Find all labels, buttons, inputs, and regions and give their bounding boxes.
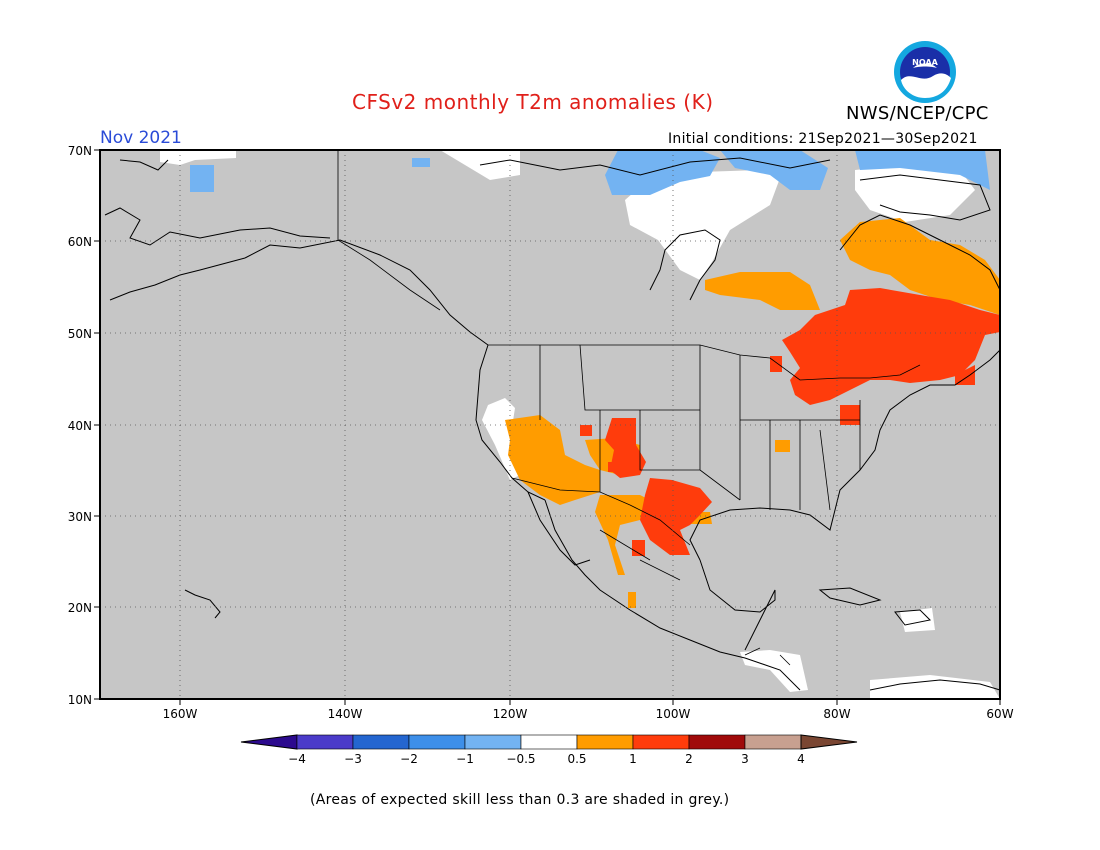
warm-region-quebec-labrador xyxy=(840,218,1000,315)
warm-region-appalachia xyxy=(840,405,860,425)
near-normal-region-arctic-west xyxy=(160,150,236,165)
lon-label-100w: 100W xyxy=(656,707,691,721)
near-normal-region-hudson xyxy=(625,170,780,280)
coastline-cuba xyxy=(818,587,882,606)
forecast-period: Nov 2021 xyxy=(100,128,182,148)
cool-region-arctic-1 xyxy=(412,158,430,167)
warm-region-ontario xyxy=(705,272,820,310)
lon-label-160w: 160W xyxy=(163,707,198,721)
coastline-gulf-alaska xyxy=(244,239,489,346)
boundary-states-central xyxy=(739,355,861,511)
coastline-greenland xyxy=(859,174,991,221)
boundary-us-mexico xyxy=(511,477,691,546)
near-normal-region-caribbean xyxy=(900,608,935,632)
coastline-hudson xyxy=(649,229,721,301)
cool-region-arctic-2 xyxy=(605,150,720,195)
lon-label-60w: 60W xyxy=(986,707,1013,721)
warm-region-baja xyxy=(628,592,636,608)
coastline-hispaniola xyxy=(894,609,932,626)
warm-region-mississippi xyxy=(775,440,790,452)
lat-label-20n: 20N xyxy=(68,601,92,615)
chart-title: CFSv2 monthly T2m anomalies (K) xyxy=(352,90,714,114)
boundary-us-canada xyxy=(488,344,921,381)
coastline-hawaii xyxy=(184,589,221,619)
noaa-logo-icon: NOAA xyxy=(894,41,956,103)
boundaries xyxy=(337,150,921,666)
lat-label-70n: 70N xyxy=(68,144,92,158)
warm-region-arizona xyxy=(608,462,618,472)
coastline-west xyxy=(475,344,546,501)
boundary-mexico-states xyxy=(599,529,681,581)
lat-label-40n: 40N xyxy=(68,419,92,433)
warm-region-great-lakes xyxy=(770,356,782,372)
agency-label: NWS/NCEP/CPC xyxy=(846,103,989,124)
gridlines xyxy=(100,150,1000,699)
lat-label-60n: 60N xyxy=(68,235,92,249)
warm-region-new-england xyxy=(955,365,975,385)
coastline-alaska-west xyxy=(104,207,331,246)
lon-label-120w: 120W xyxy=(493,707,528,721)
lat-label-50n: 50N xyxy=(68,327,92,341)
footnote: (Areas of expected skill less than 0.3 a… xyxy=(310,792,730,808)
svg-text:NOAA: NOAA xyxy=(912,58,938,67)
cool-region-arctic-3 xyxy=(720,150,828,190)
lon-label-140w: 140W xyxy=(328,707,363,721)
boundary-states-west xyxy=(539,344,741,501)
lon-label-80w: 80W xyxy=(823,707,850,721)
cool-region-alaska-north xyxy=(190,165,214,192)
lat-label-10n: 10N xyxy=(68,693,92,707)
lon-labels: 160W 140W 120W 100W 80W 60W xyxy=(163,707,1014,721)
boundary-central-america xyxy=(744,647,791,666)
coastline-baja-peninsula xyxy=(527,491,591,566)
lat-label-30n: 30N xyxy=(68,510,92,524)
lat-labels: 70N 60N 50N 40N 30N 20N 10N xyxy=(68,144,92,707)
boundary-alaska-canada xyxy=(337,150,441,311)
coastlines xyxy=(104,157,1001,691)
warm-region-colorado xyxy=(580,425,592,436)
warm-region-texas xyxy=(640,478,712,555)
tick-marks xyxy=(94,149,1001,705)
initial-conditions: Initial conditions: 21Sep2021—30Sep2021 xyxy=(668,131,978,147)
cool-region-arctic-4 xyxy=(855,150,990,190)
coastline-baja-mexico xyxy=(544,499,801,691)
coastline-yucatan xyxy=(699,559,776,651)
coastline-alaska-north xyxy=(119,159,169,171)
warm-region-chihuahua xyxy=(632,540,645,556)
near-normal-region-greenland xyxy=(855,165,975,222)
warm-region-northeast xyxy=(782,288,1000,405)
coastline-gulf xyxy=(689,349,1001,561)
coastline-arctic-islands xyxy=(479,157,831,176)
coastline-labrador xyxy=(839,214,1001,291)
near-normal-region-south-america xyxy=(870,675,1000,699)
coastline-south-america xyxy=(869,679,1001,691)
